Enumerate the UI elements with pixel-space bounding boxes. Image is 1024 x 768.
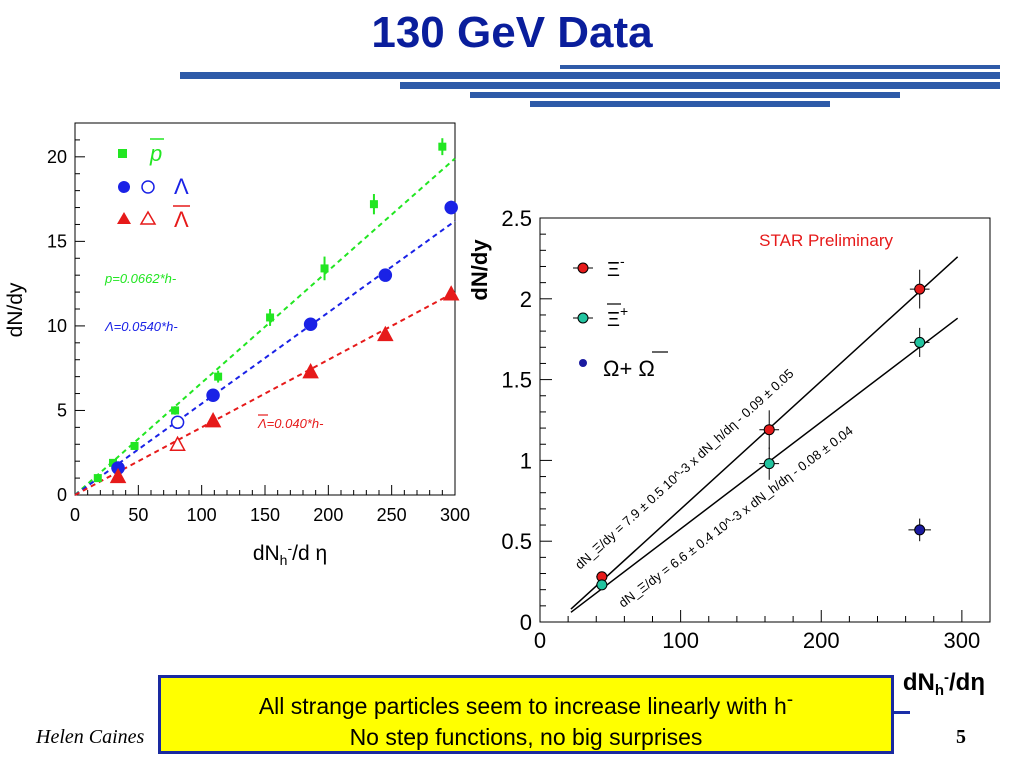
callout-sup: - [786, 689, 794, 710]
left-point-p [109, 458, 117, 467]
legend-lambda-open [141, 180, 155, 194]
right-chart-title: STAR Preliminary [759, 231, 893, 250]
left-point-lambda [303, 317, 318, 331]
legend-xi-minus-label: Ξ- [607, 253, 625, 281]
left-plot-frame [74, 122, 456, 496]
left-fit-label-p: p=0.0662*h- [104, 271, 177, 286]
left-point-p [130, 441, 139, 450]
left-x-tick-label: 0 [70, 505, 80, 525]
legend-lambda-label: Λ [174, 174, 189, 199]
left-point-antilambda [442, 285, 460, 301]
legend-antilambda-open [139, 210, 157, 225]
left-point-p [93, 474, 102, 483]
left-point-p [369, 200, 378, 209]
left-x-axis-label: dNh-/d η [253, 540, 327, 568]
legend-antilambda-filled [117, 212, 131, 224]
right-x-tick-label: 200 [803, 628, 840, 653]
right-y-axis-label: dN/dy [467, 239, 492, 301]
callout-box: All strange particles seem to increase l… [158, 675, 894, 754]
left-point-lambda [206, 388, 220, 402]
left-point-antilambda [302, 362, 319, 379]
left-point-p [214, 372, 223, 381]
chart-left: 0 50 100 150 200 250 300 0 5 10 15 20 dNh-/d η dN/dy p… [4, 122, 470, 568]
left-fit-label-lambda: Λ=0.0540*h- [104, 319, 178, 334]
legend-xi-minus-marker [577, 262, 589, 274]
left-point-p [171, 406, 180, 415]
right-y-tick-label: 1.5 [501, 368, 532, 393]
left-x-tick-label: 150 [250, 505, 280, 525]
right-y-tick-label: 1 [520, 448, 532, 473]
legend-antilambda-label: Λ [174, 207, 189, 232]
right-x-tick-label: 100 [662, 628, 699, 653]
right-point-1 [763, 458, 775, 470]
right-point-1 [914, 336, 926, 348]
slide-title: 130 GeV Data [371, 8, 653, 57]
legend-p-label: p [149, 141, 162, 166]
left-fit-label-antilambda: Λ=0.040*h- [257, 416, 324, 431]
legend-lambda-filled [118, 181, 130, 193]
left-point-antilambda [204, 412, 222, 428]
left-y-tick-label: 0 [57, 485, 67, 505]
legend-xi-plus-label: Ξ+ [607, 303, 628, 331]
left-point-antilambda [377, 325, 394, 342]
left-x-tick-label: 300 [440, 505, 470, 525]
left-point-lambda [444, 200, 458, 215]
left-x-tick-label: 50 [128, 505, 148, 525]
legend-p-marker [118, 149, 127, 158]
footer-author: Helen Caines [36, 726, 145, 748]
right-point-0 [914, 283, 926, 295]
left-y-tick-label: 5 [57, 400, 67, 420]
left-point-p [320, 264, 329, 273]
left-point-antilambda [109, 467, 127, 484]
left-fit-line-1 [74, 220, 456, 496]
title-decoration-stripes [180, 65, 1000, 107]
right-y-tick-label: 2.5 [501, 206, 532, 231]
right-x-axis-label: dNh-/dη [903, 669, 985, 699]
left-y-tick-label: 15 [47, 231, 67, 251]
left-point-lambda [170, 415, 185, 430]
callout-line-1: All strange particles seem to increase l… [258, 689, 794, 719]
right-fit-line-0 [570, 256, 959, 610]
right-y-tick-label: 0 [520, 610, 532, 635]
right-chart-background [485, 180, 1020, 705]
left-y-tick-label: 10 [47, 316, 67, 336]
left-point-p [438, 142, 447, 151]
left-point-p [266, 313, 275, 322]
left-y-axis-label: dN/dy [4, 282, 27, 337]
right-x-tick-label: 300 [944, 628, 981, 653]
right-x-tick-label: 0 [534, 628, 546, 653]
legend-xi-plus-marker [577, 312, 589, 324]
right-point-2 [914, 524, 926, 536]
chart-right: 0 100 200 300 0 0.5 1 1.5 2 2.5 dN/dy dNh-/dη STAR P… [467, 180, 1020, 705]
right-y-tick-label: 2 [520, 287, 532, 312]
left-point-antilambda [169, 435, 186, 452]
page-number: 5 [956, 726, 966, 748]
callout-line-2: No step functions, no big surprises [349, 723, 703, 750]
left-x-tick-label: 200 [313, 505, 343, 525]
right-point-0 [763, 424, 775, 436]
legend-omega-marker [579, 359, 587, 367]
left-fit-line-0 [74, 157, 456, 496]
left-x-tick-label: 100 [187, 505, 217, 525]
right-point-1 [596, 579, 608, 591]
left-point-lambda [378, 268, 393, 282]
left-y-tick-label: 20 [47, 147, 67, 167]
legend-omega-label: Ω+ Ω [603, 356, 655, 381]
left-x-tick-label: 250 [377, 505, 407, 525]
right-y-tick-label: 0.5 [501, 529, 532, 554]
